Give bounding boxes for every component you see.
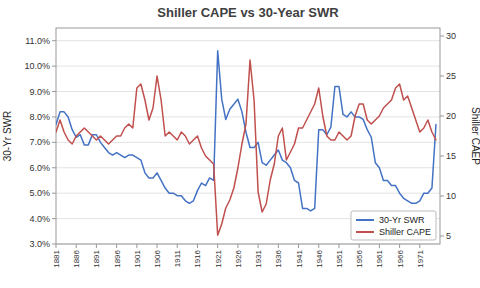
x-tick-label: 1956 <box>355 249 364 267</box>
x-tick <box>399 244 400 248</box>
x-tick <box>258 244 259 248</box>
x-tick <box>56 244 57 248</box>
x-tick <box>76 244 77 248</box>
x-tick-label: 1951 <box>335 249 344 267</box>
y2-tick <box>440 36 444 37</box>
x-tick <box>298 244 299 248</box>
y-tick-label: 8.0% <box>29 112 50 122</box>
line <box>56 51 436 211</box>
y2-tick-label: 10 <box>446 191 456 201</box>
y-tick <box>52 40 56 41</box>
y2-axis-label: Shiller CAEP <box>470 107 480 165</box>
legend-label: 30-Yr SWR <box>379 215 425 225</box>
y-tick <box>52 167 56 168</box>
x-tick-label: 1891 <box>92 249 101 267</box>
x-tick-label: 1961 <box>375 249 384 267</box>
x-tick-label: 1886 <box>72 249 81 267</box>
x-tick-label: 1936 <box>274 249 283 267</box>
x-tick-label: 1916 <box>193 249 202 267</box>
x-tick-label: 1926 <box>234 249 243 267</box>
y-tick-label: 3.0% <box>29 239 50 249</box>
x-tick <box>217 244 218 248</box>
y-tick <box>52 244 56 245</box>
y-tick-label: 7.0% <box>29 137 50 147</box>
x-tick-label: 1946 <box>315 249 324 267</box>
title: Shiller CAPE vs 30-Year SWR <box>157 5 339 20</box>
y-tick-label: 9.0% <box>29 87 50 97</box>
x-tick-label: 1971 <box>416 249 425 267</box>
x-tick <box>379 244 380 248</box>
x-tick <box>278 244 279 248</box>
grid-line <box>56 40 440 41</box>
x-tick <box>237 244 238 248</box>
y2-tick <box>440 116 444 117</box>
y2-tick <box>440 76 444 77</box>
x-tick-label: 1881 <box>52 249 61 267</box>
x-tick-label: 1901 <box>133 249 142 267</box>
x-tick-label: 1911 <box>173 249 182 267</box>
legend-box <box>351 211 436 240</box>
legend-item: Shiller CAPE <box>356 227 431 237</box>
x-tick <box>177 244 178 248</box>
grid <box>56 41 440 244</box>
y2-axis: 5 10 15 20 25 30 Shiller CAEP <box>440 31 480 241</box>
x-tick <box>359 244 360 248</box>
y-tick <box>52 193 56 194</box>
y-tick-label: 10.0% <box>24 61 50 71</box>
y-tick-label: 5.0% <box>29 188 50 198</box>
grid-line <box>56 66 440 67</box>
x-tick <box>136 244 137 248</box>
legend-swatch <box>356 219 374 221</box>
line <box>56 60 436 235</box>
y-tick-label: 6.0% <box>29 163 50 173</box>
x-tick <box>338 244 339 248</box>
y2-tick <box>440 236 444 237</box>
grid-line <box>56 167 440 168</box>
y2-tick-label: 25 <box>446 71 456 81</box>
chart: Shiller CAPE vs 30-Year SWR 3.0% 4.0% 5.0% 6… <box>0 0 480 288</box>
series-group <box>56 51 436 235</box>
x-tick-label: 1906 <box>153 249 162 267</box>
grid-line <box>56 116 440 117</box>
y2-tick-label: 5 <box>446 231 451 241</box>
y2-tick-label: 30 <box>446 31 456 41</box>
x-tick-label: 1941 <box>295 249 304 267</box>
y2-tick-label: 15 <box>446 151 456 161</box>
legend: 30-Yr SWR Shiller CAPE <box>351 211 436 240</box>
y-tick-label: 4.0% <box>29 214 50 224</box>
y-tick <box>52 66 56 67</box>
plot-frame <box>56 28 440 244</box>
y2-tick-label: 20 <box>446 111 456 121</box>
legend-item: 30-Yr SWR <box>356 215 425 225</box>
y-tick <box>52 142 56 143</box>
x-tick <box>116 244 117 248</box>
x-tick <box>318 244 319 248</box>
y-tick-label: 11.0% <box>25 36 50 46</box>
y-tick <box>52 116 56 117</box>
grid-line <box>56 193 440 194</box>
y2-tick <box>440 156 444 157</box>
x-tick <box>157 244 158 248</box>
y-axis-label: 30-Yr SWR <box>2 111 13 162</box>
x-tick-label: 1966 <box>396 249 405 267</box>
x-tick-label: 1896 <box>113 249 122 267</box>
y2-tick <box>440 196 444 197</box>
x-tick <box>96 244 97 248</box>
x-axis: 1881 1886 1891 1896 1901 1906 1911 1916 1921 1926… <box>52 244 425 268</box>
x-tick-label: 1931 <box>254 249 263 267</box>
x-tick <box>197 244 198 248</box>
legend-label: Shiller CAPE <box>379 227 431 237</box>
y-tick <box>52 218 56 219</box>
x-tick-label: 1921 <box>214 249 223 267</box>
y-axis: 3.0% 4.0% 5.0% 6.0% 7.0% 8.0% 9.0% 10.0% 11.0% 30… <box>2 36 56 249</box>
x-tick <box>419 244 420 248</box>
y-tick <box>52 91 56 92</box>
legend-swatch <box>356 231 374 233</box>
